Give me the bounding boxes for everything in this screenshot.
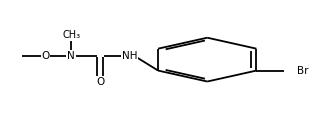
Text: N: N bbox=[67, 51, 75, 61]
Text: Br: Br bbox=[297, 66, 308, 76]
Text: NH: NH bbox=[122, 51, 137, 61]
Text: O: O bbox=[96, 77, 104, 87]
Text: CH₃: CH₃ bbox=[62, 30, 80, 40]
Text: O: O bbox=[41, 51, 49, 61]
